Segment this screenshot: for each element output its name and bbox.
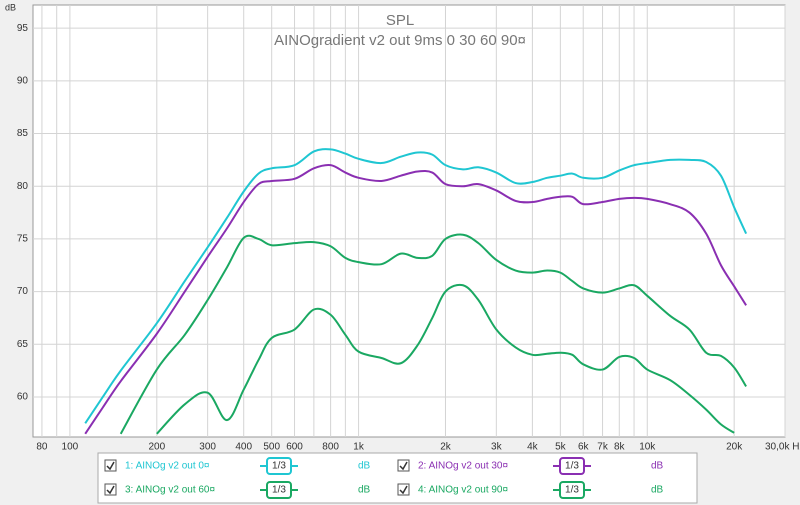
chart-subtitle: AINOgradient v2 out 9ms 0 30 60 90¤	[274, 32, 526, 49]
legend-checkbox[interactable]	[104, 459, 117, 472]
x-tick-label: 6k	[578, 442, 590, 453]
chart-title: SPL	[386, 12, 414, 29]
x-tick-label: 8k	[614, 442, 626, 453]
legend-label: 1: AINOg v2 out 0¤	[125, 461, 210, 472]
legend-check	[399, 461, 408, 471]
legend-label: 4: AINOg v2 out 90¤	[418, 485, 508, 496]
legend-checkbox[interactable]	[104, 483, 117, 496]
x-tick-label: 400	[235, 442, 252, 453]
y-tick-label: 70	[17, 286, 29, 297]
legend-check	[106, 485, 115, 495]
smoothing-button[interactable]	[266, 457, 292, 475]
smoothing-label: 1/3	[272, 485, 286, 496]
plot-area	[32, 4, 786, 438]
legend-checkbox[interactable]	[397, 459, 410, 472]
series-line	[119, 233, 747, 435]
smoothing-label: 1/3	[565, 461, 579, 472]
x-tick-label: 2k	[440, 442, 452, 453]
grid	[33, 5, 786, 437]
legend-label: 2: AINOg v2 out 30¤	[418, 461, 508, 472]
x-tick-label: 20k	[726, 442, 743, 453]
y-tick-label: 90	[17, 76, 29, 87]
y-tick-label: 80	[17, 181, 29, 192]
legend-units: dB	[358, 485, 371, 496]
y-tick-label: 60	[17, 392, 29, 403]
legend-check	[399, 485, 408, 495]
legend: 1: AINOg v2 out 0¤ 1/3 dB 2: AINOg v2 out 3…	[104, 457, 664, 499]
x-tick-label: 200	[148, 442, 165, 453]
x-tick-label: 1k	[353, 442, 365, 453]
x-tick-label: 500	[263, 442, 280, 453]
x-tick-label: 800	[322, 442, 339, 453]
legend-units: dB	[651, 485, 664, 496]
y-axis-label: dB	[5, 2, 16, 12]
legend-check	[106, 461, 115, 471]
x-tick-label: 10k	[639, 442, 656, 453]
x-tick-label: 300	[199, 442, 216, 453]
x-tick-label: 3k	[491, 442, 503, 453]
x-tick-label: 30,0k Hz	[765, 442, 800, 453]
x-tick-label: 5k	[555, 442, 567, 453]
smoothing-label: 1/3	[565, 485, 579, 496]
smoothing-button[interactable]	[559, 481, 585, 499]
y-tick-label: 75	[17, 234, 29, 245]
x-tick-label: 7k	[597, 442, 609, 453]
y-tick-label: 85	[17, 128, 29, 139]
lines	[84, 148, 748, 435]
x-tick-label: 4k	[527, 442, 539, 453]
x-tick-label: 80	[36, 442, 48, 453]
y-tick-label: 95	[17, 23, 29, 34]
x-tick-label: 100	[62, 442, 79, 453]
legend-checkbox[interactable]	[397, 483, 410, 496]
legend-units: dB	[651, 461, 664, 472]
smoothing-label: 1/3	[272, 461, 286, 472]
x-tick-label: 600	[286, 442, 303, 453]
legend-units: dB	[358, 461, 371, 472]
series-line	[84, 148, 748, 424]
series-line	[84, 163, 747, 435]
y-tick-label: 65	[17, 339, 29, 350]
smoothing-button[interactable]	[266, 481, 292, 499]
series-line	[156, 283, 735, 435]
legend-label: 3: AINOg v2 out 60¤	[125, 485, 215, 496]
smoothing-button[interactable]	[559, 457, 585, 475]
